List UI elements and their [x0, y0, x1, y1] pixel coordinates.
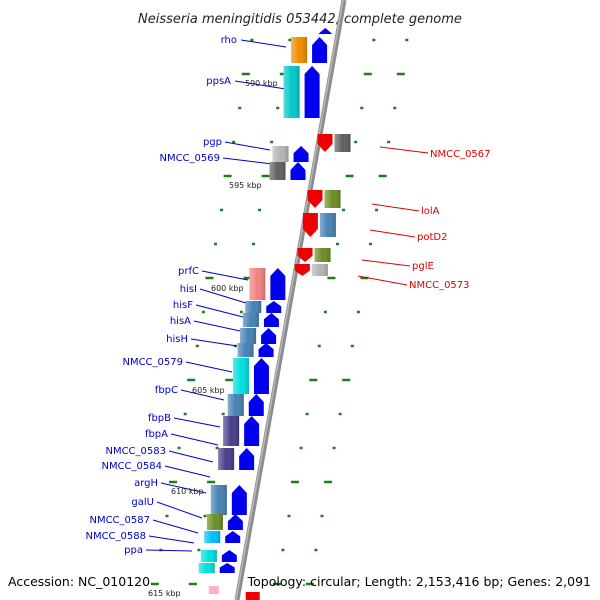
gene-label-NMCC_0584[interactable]: NMCC_0584	[101, 461, 162, 472]
leader-line	[173, 417, 221, 428]
gene-block-left[interactable]	[210, 485, 247, 515]
gene-label-pglE[interactable]: pglE	[412, 261, 434, 272]
leader-line	[361, 259, 411, 267]
gene-block-left[interactable]	[232, 358, 269, 394]
leader-line	[369, 229, 416, 238]
gene-block-left[interactable]	[269, 162, 306, 180]
gene-label-potD2[interactable]: potD2	[417, 232, 447, 243]
kbp-marker-615: 615 kbp	[148, 589, 181, 598]
leader-line	[156, 501, 203, 519]
gene-label-NMCC_0587[interactable]: NMCC_0587	[89, 515, 150, 526]
leader-line	[240, 39, 287, 48]
gene-label-NMCC_0588[interactable]: NMCC_0588	[85, 531, 146, 542]
kbp-marker-600: 600 kbp	[211, 284, 244, 293]
kbp-marker-590: 590 kbp	[245, 79, 278, 88]
leader-line	[357, 275, 408, 286]
accession-text: Accession: NC_010120	[8, 574, 150, 589]
leader-line	[224, 141, 271, 151]
leader-line	[185, 361, 233, 373]
leader-line	[152, 519, 199, 534]
leader-line	[164, 465, 211, 478]
kbp-markers: 590 kbp 595 kbp 600 kbp 605 kbp 610 kbp …	[148, 79, 278, 598]
gene-label-NMCC_0567[interactable]: NMCC_0567	[430, 149, 491, 160]
leader-line	[180, 389, 225, 401]
gene-block-left[interactable]	[242, 313, 279, 327]
gene-block-left[interactable]	[227, 394, 264, 416]
partial-gene-block	[208, 586, 219, 594]
gene-label-ppa[interactable]: ppa	[124, 545, 143, 556]
gene-label-fbpC[interactable]: fbpC	[155, 385, 178, 396]
leader-line	[379, 146, 429, 154]
leader-line	[222, 157, 273, 165]
gene-label-hisF[interactable]: hisF	[173, 300, 193, 311]
leader-line	[190, 338, 238, 347]
leader-line	[199, 288, 247, 304]
kbp-marker-605: 605 kbp	[192, 386, 225, 395]
gene-block-left[interactable]	[249, 268, 286, 300]
gene-label-rho[interactable]: rho	[221, 35, 237, 46]
leader-line	[193, 320, 241, 332]
gene-label-ppsA[interactable]: ppsA	[206, 76, 231, 87]
gene-label-hisH[interactable]: hisH	[166, 334, 188, 345]
gene-label-prfC[interactable]: prfC	[178, 266, 199, 277]
gene-block-right[interactable]	[302, 213, 336, 237]
kbp-marker-595: 595 kbp	[229, 181, 262, 190]
gene-block-right[interactable]	[317, 134, 351, 152]
gene-block-right[interactable]	[307, 190, 341, 208]
gene-label-NMCC_0569[interactable]: NMCC_0569	[159, 153, 220, 164]
gene-block-left[interactable]	[204, 531, 241, 543]
gene-label-fbpB[interactable]: fbpB	[148, 413, 171, 424]
leader-line	[148, 535, 195, 544]
partial-gene-arrow	[318, 28, 333, 34]
gene-label-NMCC_0579[interactable]: NMCC_0579	[122, 357, 183, 368]
leader-line	[371, 203, 420, 212]
gene-features	[198, 28, 351, 600]
gene-label-galU[interactable]: galU	[131, 497, 154, 508]
gene-block-left[interactable]	[240, 328, 277, 344]
leader-line	[201, 270, 249, 281]
gene-block-left[interactable]	[237, 343, 274, 357]
gene-block-left[interactable]	[283, 66, 320, 118]
partial-gene-block	[245, 592, 260, 600]
gene-block-right[interactable]	[297, 248, 331, 262]
gene-block-left[interactable]	[223, 416, 260, 446]
gene-label-NMCC_0573[interactable]: NMCC_0573	[409, 280, 470, 291]
gene-label-argH[interactable]: argH	[134, 478, 158, 489]
gene-label-NMCC_0583[interactable]: NMCC_0583	[105, 446, 166, 457]
gene-label-pgp[interactable]: pgp	[203, 137, 222, 148]
map-title: Neisseria meningitidis 053442, complete …	[138, 12, 462, 27]
gene-label-fbpA[interactable]: fbpA	[145, 429, 168, 440]
gene-label-hisI[interactable]: hisI	[180, 284, 197, 295]
tick-tracks	[150, 38, 409, 586]
topology-text: Topology: circular; Length: 2,153,416 bp…	[247, 574, 591, 589]
leader-line	[160, 482, 207, 494]
genome-backbone	[234, 0, 347, 600]
leader-line	[195, 304, 244, 318]
gene-label-hisA[interactable]: hisA	[170, 316, 191, 327]
kbp-marker-610: 610 kbp	[171, 487, 204, 496]
gene-block-right[interactable]	[294, 264, 328, 276]
gene-block-left[interactable]	[291, 37, 328, 63]
left-gene-labels: rho ppsA pgp NMCC_0569 prfC hisI hisF hi…	[85, 35, 237, 556]
gene-block-left[interactable]	[200, 550, 237, 562]
gene-block-left[interactable]	[198, 563, 235, 573]
gene-block-left[interactable]	[218, 448, 255, 470]
gene-block-left[interactable]	[245, 301, 282, 313]
gene-block-left[interactable]	[206, 514, 243, 530]
gene-label-lolA[interactable]: lolA	[421, 206, 440, 217]
leader-line	[234, 80, 293, 91]
leader-line	[168, 450, 214, 463]
gene-block-left[interactable]	[272, 146, 309, 162]
leader-line	[170, 433, 219, 446]
leader-line	[145, 549, 193, 552]
right-gene-labels: NMCC_0567 lolA potD2 pglE NMCC_0573	[409, 149, 491, 291]
label-leader-lines	[145, 39, 429, 552]
